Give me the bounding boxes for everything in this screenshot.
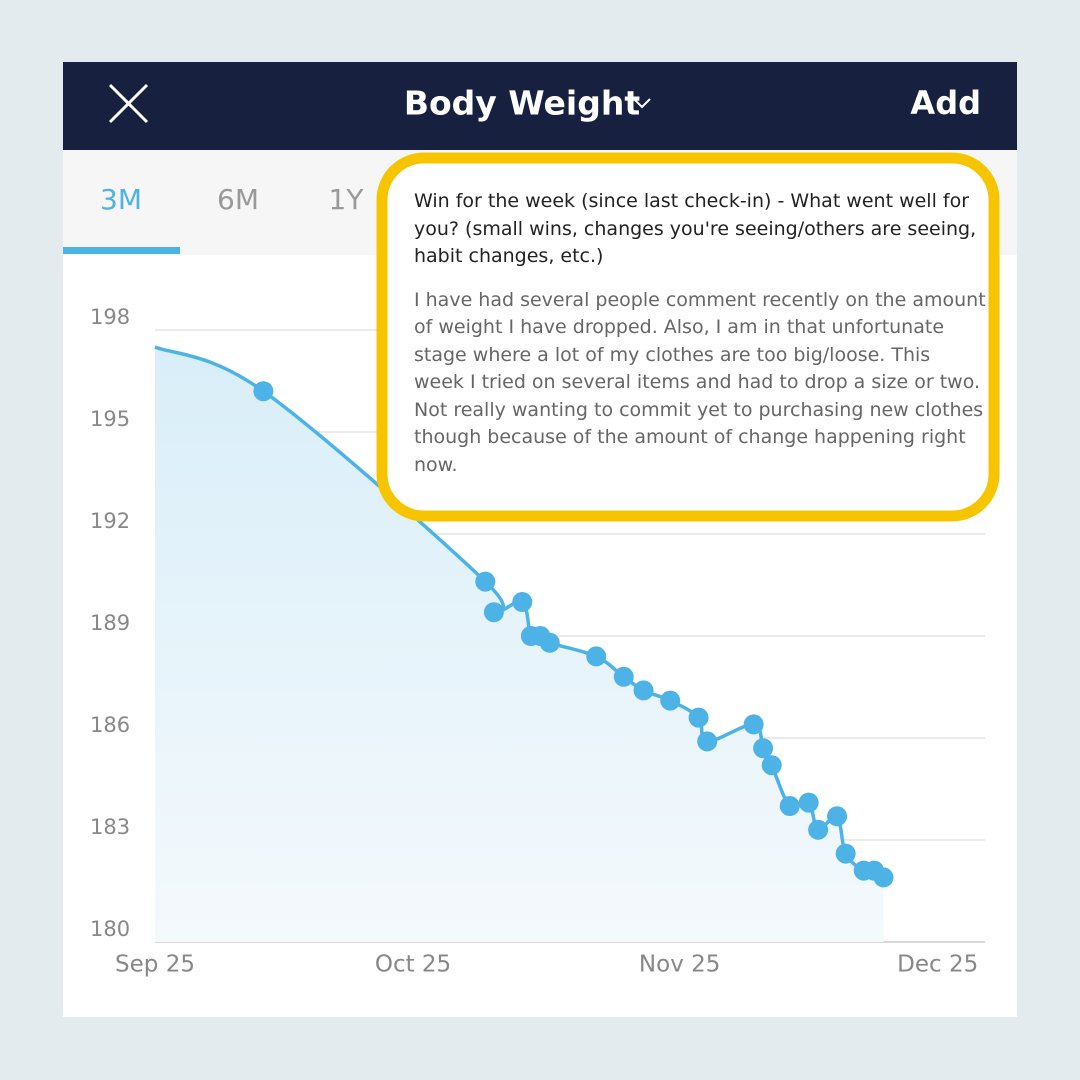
y-tick-label: 198 [90, 305, 130, 329]
y-tick-label: 183 [90, 815, 130, 839]
y-tick-label: 195 [90, 407, 130, 431]
y-tick-label: 180 [90, 917, 130, 941]
x-tick-label: Nov 25 [639, 952, 720, 978]
point [539, 632, 560, 653]
tab-indicator [63, 247, 180, 254]
note-question: Win for the week (since last check-in) -… [414, 190, 977, 267]
point [743, 714, 764, 735]
point [779, 796, 800, 816]
y-tick-label: 192 [90, 509, 130, 533]
note-highlight [376, 152, 1000, 522]
point [512, 592, 533, 612]
tab[interactable]: 1Y [329, 183, 365, 216]
point [253, 381, 274, 402]
close-button[interactable] [108, 83, 149, 124]
y-tick-label: 186 [90, 713, 130, 737]
point [475, 571, 496, 592]
point [688, 707, 709, 728]
x-tick-label: Dec 25 [897, 952, 978, 978]
point [827, 806, 848, 827]
y-tick-label: 189 [90, 611, 130, 635]
point [697, 731, 718, 752]
tab[interactable]: 3M [100, 183, 142, 216]
area [155, 347, 884, 942]
point [798, 792, 819, 813]
point [613, 666, 634, 687]
point [586, 646, 607, 667]
point [808, 819, 829, 840]
point [873, 867, 894, 888]
x-tick-label: Sep 25 [115, 952, 195, 978]
point [753, 738, 774, 759]
header-bar [63, 62, 1017, 150]
point [660, 690, 681, 711]
point [835, 843, 856, 864]
add-button[interactable]: Add [910, 84, 981, 122]
x-tick-label: Oct 25 [375, 952, 451, 978]
note: Win for the week (since last check-in) -… [414, 188, 986, 495]
point [633, 680, 654, 701]
header-title[interactable]: Body Weight [404, 84, 640, 123]
note-answer: I have had several people comment recent… [414, 288, 986, 476]
point [761, 755, 782, 776]
point [483, 602, 504, 623]
dropdown-arrow[interactable] [633, 98, 651, 109]
tab[interactable]: 6M [217, 183, 259, 216]
